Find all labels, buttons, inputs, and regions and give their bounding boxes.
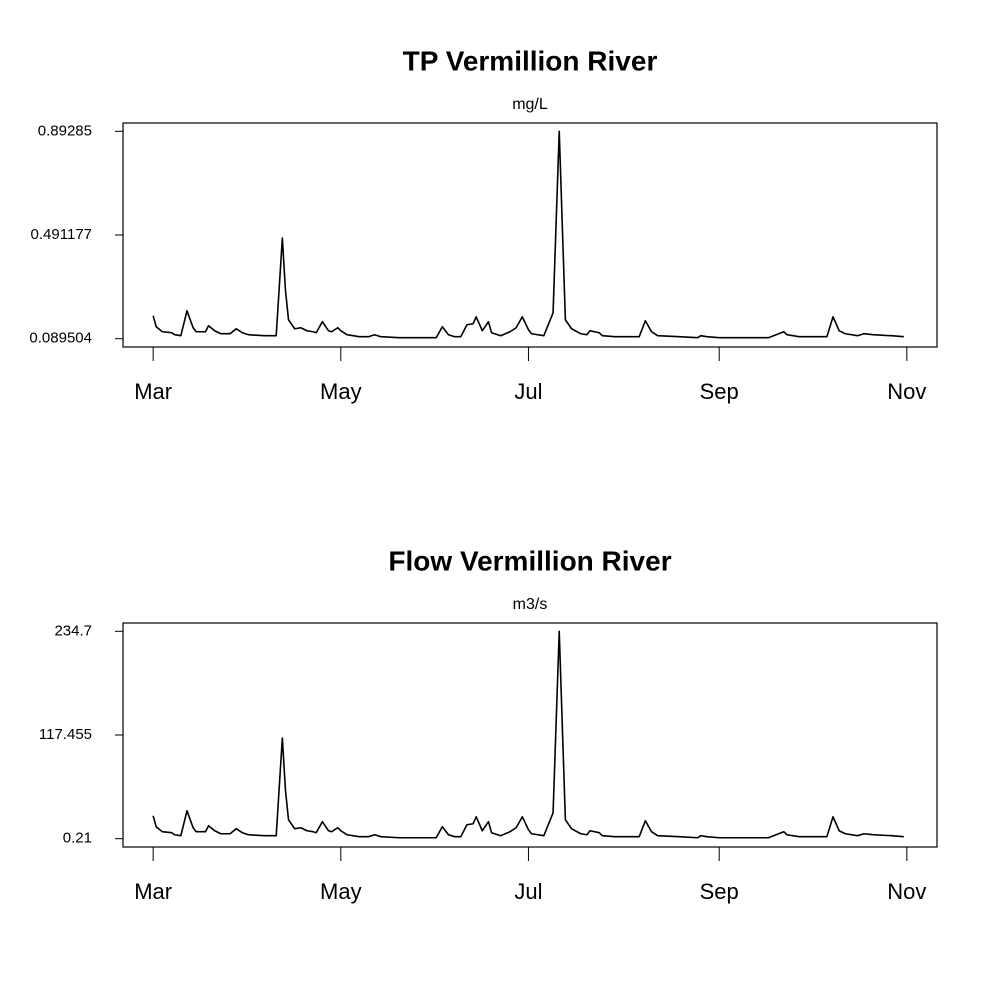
y-tick-label: 0.21: [63, 830, 92, 847]
chart-title: Flow Vermillion River: [388, 545, 671, 576]
y-tick-label: 117.455: [39, 726, 92, 743]
x-tick-label: May: [320, 879, 362, 904]
x-tick-label: May: [320, 379, 362, 404]
chart-subtitle: m3/s: [513, 596, 548, 613]
plot-frame: [122, 122, 938, 348]
chart-subtitle: mg/L: [512, 96, 548, 113]
plot-frame: [122, 622, 938, 848]
data-line: [152, 630, 904, 839]
x-tick-label: Sep: [700, 879, 739, 904]
data-line: [152, 130, 904, 339]
chart-title: TP Vermillion River: [403, 45, 658, 76]
x-tick-label: Mar: [134, 879, 172, 904]
y-tick-label: 234.7: [54, 622, 92, 639]
y-tick-label: 0.89285: [38, 122, 92, 139]
x-tick-label: Nov: [887, 379, 926, 404]
x-tick-label: Nov: [887, 879, 926, 904]
y-tick-label: 0.491177: [31, 226, 92, 243]
x-tick-label: Mar: [134, 379, 172, 404]
y-tick-label: 0.089504: [29, 330, 92, 347]
x-tick-label: Jul: [514, 379, 542, 404]
x-tick-label: Sep: [700, 379, 739, 404]
x-tick-label: Jul: [514, 879, 542, 904]
